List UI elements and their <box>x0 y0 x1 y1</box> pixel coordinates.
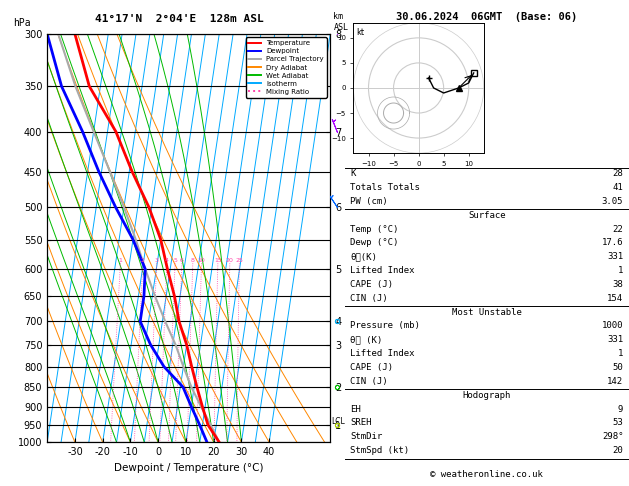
Text: 4: 4 <box>165 259 169 263</box>
Text: LCL: LCL <box>331 417 345 426</box>
Text: Temp (°C): Temp (°C) <box>350 225 399 234</box>
Text: Totals Totals: Totals Totals <box>350 183 420 192</box>
Text: Most Unstable: Most Unstable <box>452 308 522 317</box>
Text: 2: 2 <box>141 259 145 263</box>
Text: 331: 331 <box>607 335 623 345</box>
Text: Lifted Index: Lifted Index <box>350 266 415 275</box>
Text: 6: 6 <box>180 259 184 263</box>
Text: PW (cm): PW (cm) <box>350 197 388 206</box>
Text: 9: 9 <box>618 404 623 414</box>
Text: hPa: hPa <box>13 18 31 28</box>
Text: 8: 8 <box>191 259 195 263</box>
Text: 298°: 298° <box>602 433 623 441</box>
Text: 38: 38 <box>613 280 623 289</box>
Text: 142: 142 <box>607 377 623 386</box>
Text: 28: 28 <box>613 169 623 178</box>
Text: 3: 3 <box>155 259 159 263</box>
Text: θᴄ(K): θᴄ(K) <box>350 252 377 261</box>
Text: 154: 154 <box>607 294 623 303</box>
Text: Surface: Surface <box>468 210 506 220</box>
Text: K: K <box>350 169 356 178</box>
Text: km
ASL: km ASL <box>333 12 348 32</box>
Text: © weatheronline.co.uk: © weatheronline.co.uk <box>430 469 543 479</box>
Legend: Temperature, Dewpoint, Parcel Trajectory, Dry Adiabat, Wet Adiabat, Isotherm, Mi: Temperature, Dewpoint, Parcel Trajectory… <box>245 37 326 98</box>
Text: EH: EH <box>350 404 361 414</box>
Text: 20: 20 <box>613 446 623 455</box>
Text: 10: 10 <box>198 259 206 263</box>
Text: 20: 20 <box>226 259 234 263</box>
Text: 53: 53 <box>613 418 623 428</box>
Text: CAPE (J): CAPE (J) <box>350 363 393 372</box>
Text: SREH: SREH <box>350 418 372 428</box>
Text: 25: 25 <box>235 259 243 263</box>
Text: Pressure (mb): Pressure (mb) <box>350 322 420 330</box>
Text: Lifted Index: Lifted Index <box>350 349 415 358</box>
Text: 3.05: 3.05 <box>602 197 623 206</box>
Text: 1: 1 <box>618 266 623 275</box>
Text: Dewp (°C): Dewp (°C) <box>350 238 399 247</box>
Text: CIN (J): CIN (J) <box>350 377 388 386</box>
Text: 1000: 1000 <box>602 322 623 330</box>
Text: 22: 22 <box>613 225 623 234</box>
Text: 41: 41 <box>613 183 623 192</box>
Text: 41°17'N  2°04'E  128m ASL: 41°17'N 2°04'E 128m ASL <box>95 14 264 24</box>
Text: StmSpd (kt): StmSpd (kt) <box>350 446 409 455</box>
Text: θᴄ (K): θᴄ (K) <box>350 335 382 345</box>
Text: 17.6: 17.6 <box>602 238 623 247</box>
Text: 331: 331 <box>607 252 623 261</box>
Text: 1: 1 <box>618 349 623 358</box>
Text: CAPE (J): CAPE (J) <box>350 280 393 289</box>
Text: 30.06.2024  06GMT  (Base: 06): 30.06.2024 06GMT (Base: 06) <box>396 12 577 22</box>
Text: 5: 5 <box>173 259 177 263</box>
Text: CIN (J): CIN (J) <box>350 294 388 303</box>
Text: Hodograph: Hodograph <box>463 391 511 400</box>
Text: kt: kt <box>356 28 364 37</box>
Text: StmDir: StmDir <box>350 433 382 441</box>
Text: 1: 1 <box>118 259 123 263</box>
X-axis label: Dewpoint / Temperature (°C): Dewpoint / Temperature (°C) <box>114 463 264 473</box>
Text: 50: 50 <box>613 363 623 372</box>
Text: 15: 15 <box>214 259 222 263</box>
